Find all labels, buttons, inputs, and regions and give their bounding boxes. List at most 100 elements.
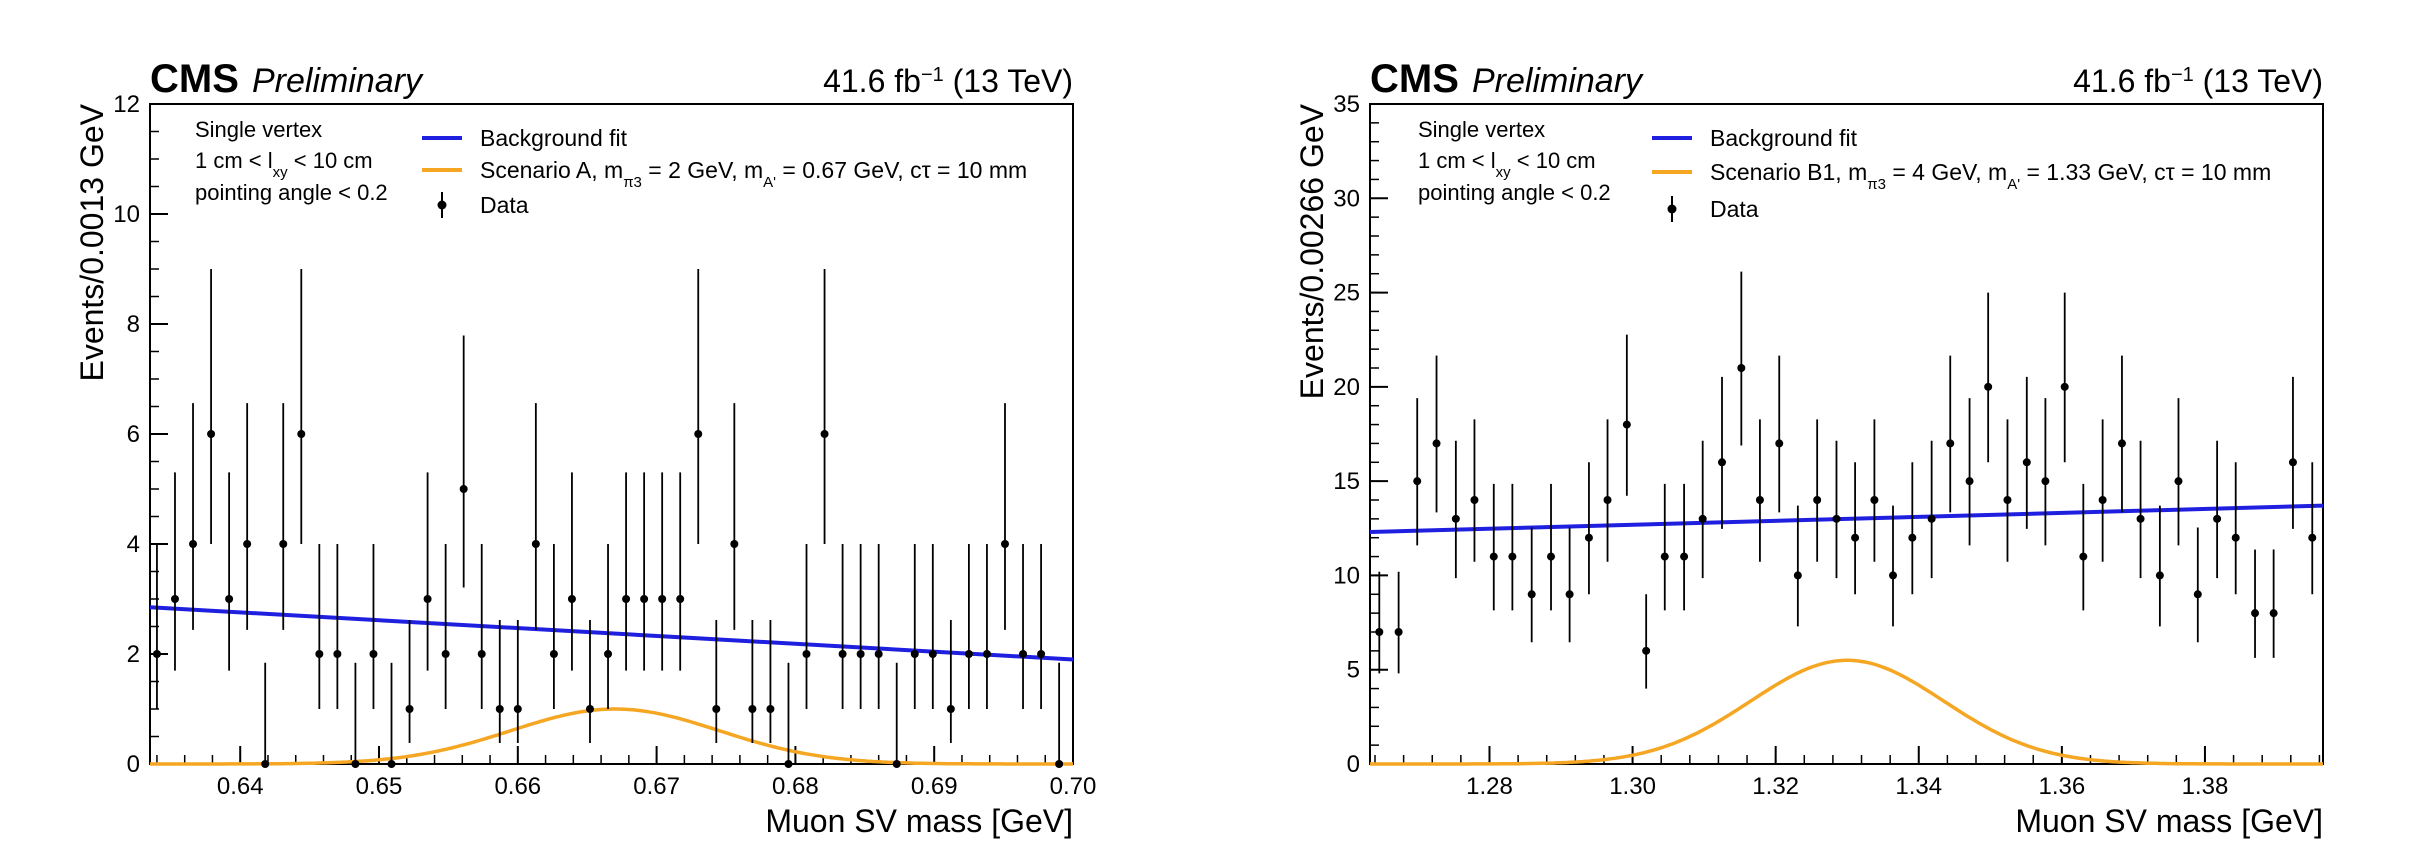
selection-line-3: pointing angle < 0.2	[195, 180, 388, 205]
data-marker	[2288, 458, 2297, 467]
y-tick-label: 20	[1333, 374, 1360, 401]
selection-line-3: pointing angle < 0.2	[1418, 180, 1611, 205]
data-marker	[441, 650, 450, 658]
data-point	[1565, 527, 1574, 643]
data-marker	[1984, 382, 1993, 391]
data-point	[1718, 376, 1727, 529]
y-tick-label: 0	[127, 751, 140, 778]
data-marker	[2079, 552, 2088, 561]
y-tick: 10	[1333, 562, 1388, 589]
data-point	[1793, 505, 1802, 627]
data-marker	[820, 430, 829, 438]
background-fit-line	[149, 605, 1074, 662]
data-marker	[152, 650, 161, 658]
data-marker	[1584, 533, 1593, 542]
data-marker	[1565, 590, 1574, 599]
data-point	[423, 472, 432, 671]
y-axis-title: Events/0.00266 GeV	[1294, 103, 1330, 399]
data-point	[604, 544, 613, 709]
panel-b-y-axis: 0 5 10 15 20 25 30 35	[1333, 91, 1388, 778]
x-tick-label: 1.28	[1466, 773, 1513, 800]
data-point	[1394, 571, 1403, 674]
data-point	[964, 544, 973, 709]
panel-a-y-axis: 0 2 4 6 8 10 12	[113, 91, 168, 778]
data-point	[622, 472, 631, 671]
data-marker	[2060, 382, 2069, 391]
data-point	[1851, 462, 1860, 595]
data-marker	[730, 540, 739, 548]
data-point	[333, 544, 342, 709]
data-marker	[1793, 571, 1802, 580]
data-marker	[243, 540, 252, 548]
data-marker	[640, 595, 649, 603]
data-marker	[1508, 552, 1517, 561]
x-tick-label: 0.69	[911, 773, 958, 800]
data-marker	[2213, 514, 2222, 523]
x-tick: 1.32	[1752, 746, 1799, 800]
x-tick: 0.70	[1050, 746, 1097, 800]
data-marker	[928, 650, 937, 658]
x-tick: 1.28	[1466, 746, 1513, 800]
y-tick-label: 4	[127, 531, 140, 558]
y-tick-label: 0	[1347, 751, 1360, 778]
y-tick-label: 6	[127, 421, 140, 448]
data-point	[1965, 398, 1974, 546]
data-point	[1622, 334, 1631, 496]
x-tick-label: 1.34	[1895, 773, 1942, 800]
data-marker	[279, 540, 288, 548]
data-point	[1927, 440, 1936, 579]
data-point	[369, 544, 378, 709]
x-tick: 1.30	[1609, 746, 1656, 800]
data-point	[387, 662, 396, 768]
data-point	[261, 662, 270, 768]
data-marker	[1394, 628, 1403, 636]
data-point	[856, 544, 865, 709]
signal-curve	[1370, 658, 2323, 766]
y-tick-label: 5	[1347, 657, 1360, 684]
data-point	[2213, 440, 2222, 579]
data-marker	[1927, 514, 1936, 523]
data-marker	[585, 705, 594, 713]
x-tick-label: 0.70	[1050, 773, 1097, 800]
status-label: Preliminary	[252, 62, 424, 100]
data-point	[748, 620, 757, 743]
data-marker	[1680, 552, 1689, 561]
data-point	[495, 620, 504, 743]
y-tick: 25	[1333, 280, 1388, 307]
panel-a-data-points	[152, 269, 1064, 768]
data-point	[531, 403, 540, 630]
data-marker	[2041, 477, 2050, 486]
data-point	[820, 269, 829, 544]
data-marker	[1660, 552, 1669, 561]
data-point	[1775, 355, 1784, 513]
data-point	[1984, 292, 1993, 463]
y-tick-label: 10	[1333, 562, 1360, 589]
data-marker	[622, 595, 631, 603]
data-point	[441, 544, 450, 709]
selection-line-2: 1 cm < lxy < 10 cm	[1418, 148, 1596, 181]
legend-data-label: Data	[480, 192, 529, 218]
data-marker	[1019, 650, 1028, 658]
data-marker	[676, 595, 685, 603]
data-point	[225, 472, 234, 671]
data-point	[405, 620, 414, 743]
x-axis-title: Muon SV mass [GeV]	[765, 803, 1073, 839]
data-marker	[333, 650, 342, 658]
y-tick: 4	[127, 531, 168, 558]
data-marker	[531, 540, 540, 548]
data-marker	[2193, 590, 2202, 599]
data-marker	[1642, 646, 1651, 655]
data-marker	[1413, 477, 1422, 486]
y-tick: 6	[127, 421, 168, 448]
data-marker	[1375, 628, 1384, 636]
x-tick: 0.66	[494, 746, 541, 800]
data-marker	[1946, 439, 1955, 448]
data-marker	[1547, 552, 1556, 561]
x-tick-label: 0.68	[772, 773, 819, 800]
data-point	[152, 544, 161, 709]
background-fit-line	[1369, 503, 2324, 535]
data-marker	[1870, 496, 1879, 504]
data-point	[694, 269, 703, 544]
data-point	[1946, 355, 1955, 513]
data-point	[477, 544, 486, 709]
